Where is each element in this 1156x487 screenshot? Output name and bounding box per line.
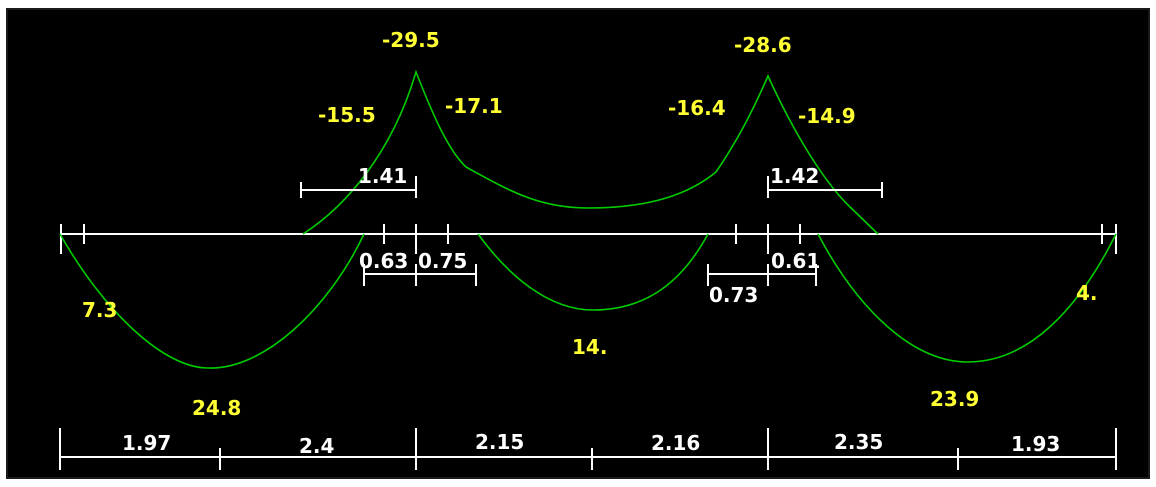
- span-label-3: 2.15: [475, 430, 524, 454]
- label-support-left-peak: -29.5: [382, 28, 440, 52]
- zero-point-dimensions: [363, 264, 817, 286]
- label-zero-left-b: 0.75: [418, 249, 467, 273]
- label-zero-right-b: 0.61: [771, 249, 820, 273]
- label-support-left-right: -17.1: [445, 94, 503, 118]
- bending-moment-diagram: -29.5 -15.5 -17.1 -28.6 -16.4 -14.9 7.3 …: [59, 28, 1117, 470]
- label-neg-zone-right: 1.42: [770, 164, 819, 188]
- neg-zone-dimensions: [300, 176, 883, 198]
- label-span2-max: 14.: [572, 335, 607, 359]
- label-zero-left-a: 0.63: [359, 249, 408, 273]
- label-end-right: 4.: [1076, 281, 1098, 305]
- label-span3-max: 23.9: [930, 387, 979, 411]
- label-span1-max: 24.8: [192, 396, 241, 420]
- label-neg-zone-left: 1.41: [358, 164, 407, 188]
- span-label-4: 2.16: [651, 431, 700, 455]
- moment-curve-span2: [477, 233, 709, 311]
- span-label-2: 2.4: [299, 434, 334, 458]
- beam-ticks: [60, 224, 1117, 254]
- moment-curve-span3: [817, 233, 1117, 363]
- span-label-1: 1.97: [122, 431, 171, 455]
- label-zero-right-a: 0.73: [709, 283, 758, 307]
- label-support-right-left: -16.4: [668, 96, 726, 120]
- label-support-left-left: -15.5: [318, 103, 376, 127]
- span-dimensions: [59, 428, 1117, 470]
- moment-curve-support-left: [302, 69, 879, 235]
- span-label-5: 2.35: [834, 430, 883, 454]
- diagram-frame: -29.5 -15.5 -17.1 -28.6 -16.4 -14.9 7.3 …: [6, 8, 1150, 479]
- label-end-left: 7.3: [82, 298, 117, 322]
- label-support-right-right: -14.9: [798, 104, 856, 128]
- span-label-6: 1.93: [1011, 432, 1060, 456]
- label-support-right-peak: -28.6: [734, 33, 792, 57]
- moment-curve-span1: [59, 233, 365, 369]
